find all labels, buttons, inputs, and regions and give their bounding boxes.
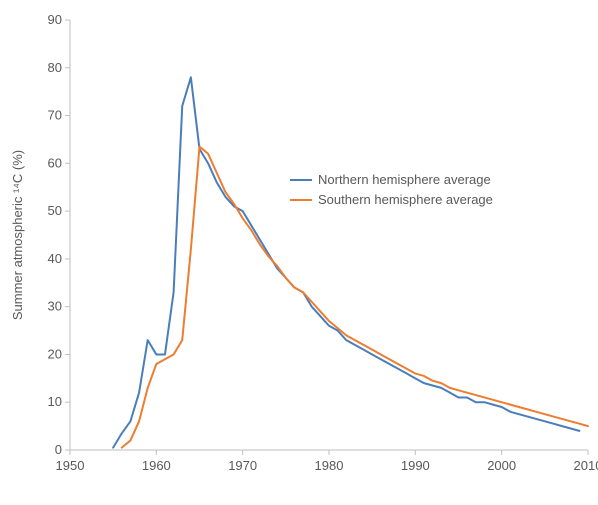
x-tick-label: 1960 bbox=[142, 458, 171, 473]
legend-label: Southern hemisphere average bbox=[318, 192, 493, 207]
y-tick-label: 30 bbox=[48, 299, 62, 314]
y-tick-label: 50 bbox=[48, 203, 62, 218]
y-tick-label: 0 bbox=[55, 442, 62, 457]
x-tick-label: 2010 bbox=[574, 458, 598, 473]
y-tick-label: 60 bbox=[48, 155, 62, 170]
x-tick-label: 1990 bbox=[401, 458, 430, 473]
x-tick-label: 1980 bbox=[315, 458, 344, 473]
y-tick-label: 20 bbox=[48, 346, 62, 361]
y-tick-label: 40 bbox=[48, 251, 62, 266]
series-line-0 bbox=[113, 77, 579, 447]
y-tick-label: 10 bbox=[48, 394, 62, 409]
x-tick-label: 2000 bbox=[487, 458, 516, 473]
y-tick-label: 80 bbox=[48, 60, 62, 75]
y-tick-label: 70 bbox=[48, 108, 62, 123]
legend-label: Northern hemisphere average bbox=[318, 172, 491, 187]
x-tick-label: 1970 bbox=[228, 458, 257, 473]
y-tick-label: 90 bbox=[48, 12, 62, 27]
line-chart: 0 10 20 30 40 50 60 70 80 90 1950 1960 1970 1980 1990 2… bbox=[0, 0, 598, 505]
chart-svg: 0 10 20 30 40 50 60 70 80 90 1950 1960 1970 1980 1990 2… bbox=[0, 0, 598, 505]
x-tick-label: 1950 bbox=[56, 458, 85, 473]
y-axis-label: Summer atmospheric ¹⁴C (%) bbox=[10, 150, 25, 320]
